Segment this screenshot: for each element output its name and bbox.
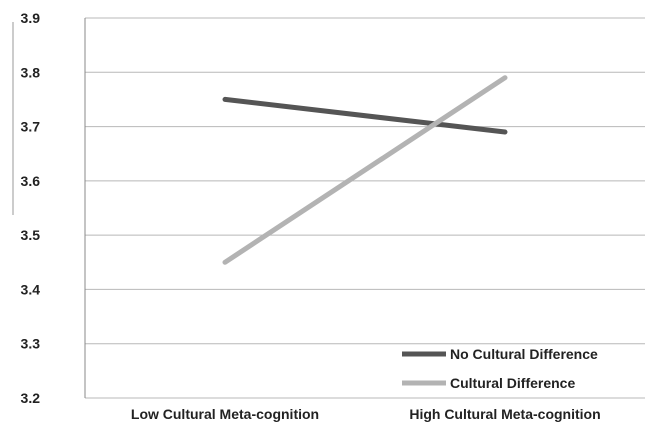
y-tick-label: 3.2 xyxy=(21,390,41,406)
y-tick-label: 3.3 xyxy=(21,336,41,352)
series-lines xyxy=(222,75,508,265)
series-line-1 xyxy=(222,96,508,135)
gridlines xyxy=(85,17,645,399)
x-tick-label: High Cultural Meta-cognition xyxy=(409,406,600,422)
y-tick-label: 3.7 xyxy=(21,119,41,135)
y-tick-label: 3.4 xyxy=(21,281,41,297)
series-line-2 xyxy=(222,75,508,265)
y-tick-label: 3.5 xyxy=(21,227,41,243)
x-axis-ticks: Low Cultural Meta-cognition High Cultural… xyxy=(131,406,601,422)
legend-label: Cultural Difference xyxy=(450,375,575,391)
y-tick-label: 3.9 xyxy=(21,10,41,26)
y-tick-label: 3.8 xyxy=(21,64,41,80)
x-tick-label: Low Cultural Meta-cognition xyxy=(131,406,319,422)
legend: No Cultural Difference Cultural Differenc… xyxy=(402,346,598,391)
legend-label: No Cultural Difference xyxy=(450,346,598,362)
y-tick-label: 3.6 xyxy=(21,173,41,189)
y-axis-ticks: 3.2 3.3 3.4 3.5 3.6 3.7 3.8 3.9 xyxy=(21,10,41,406)
